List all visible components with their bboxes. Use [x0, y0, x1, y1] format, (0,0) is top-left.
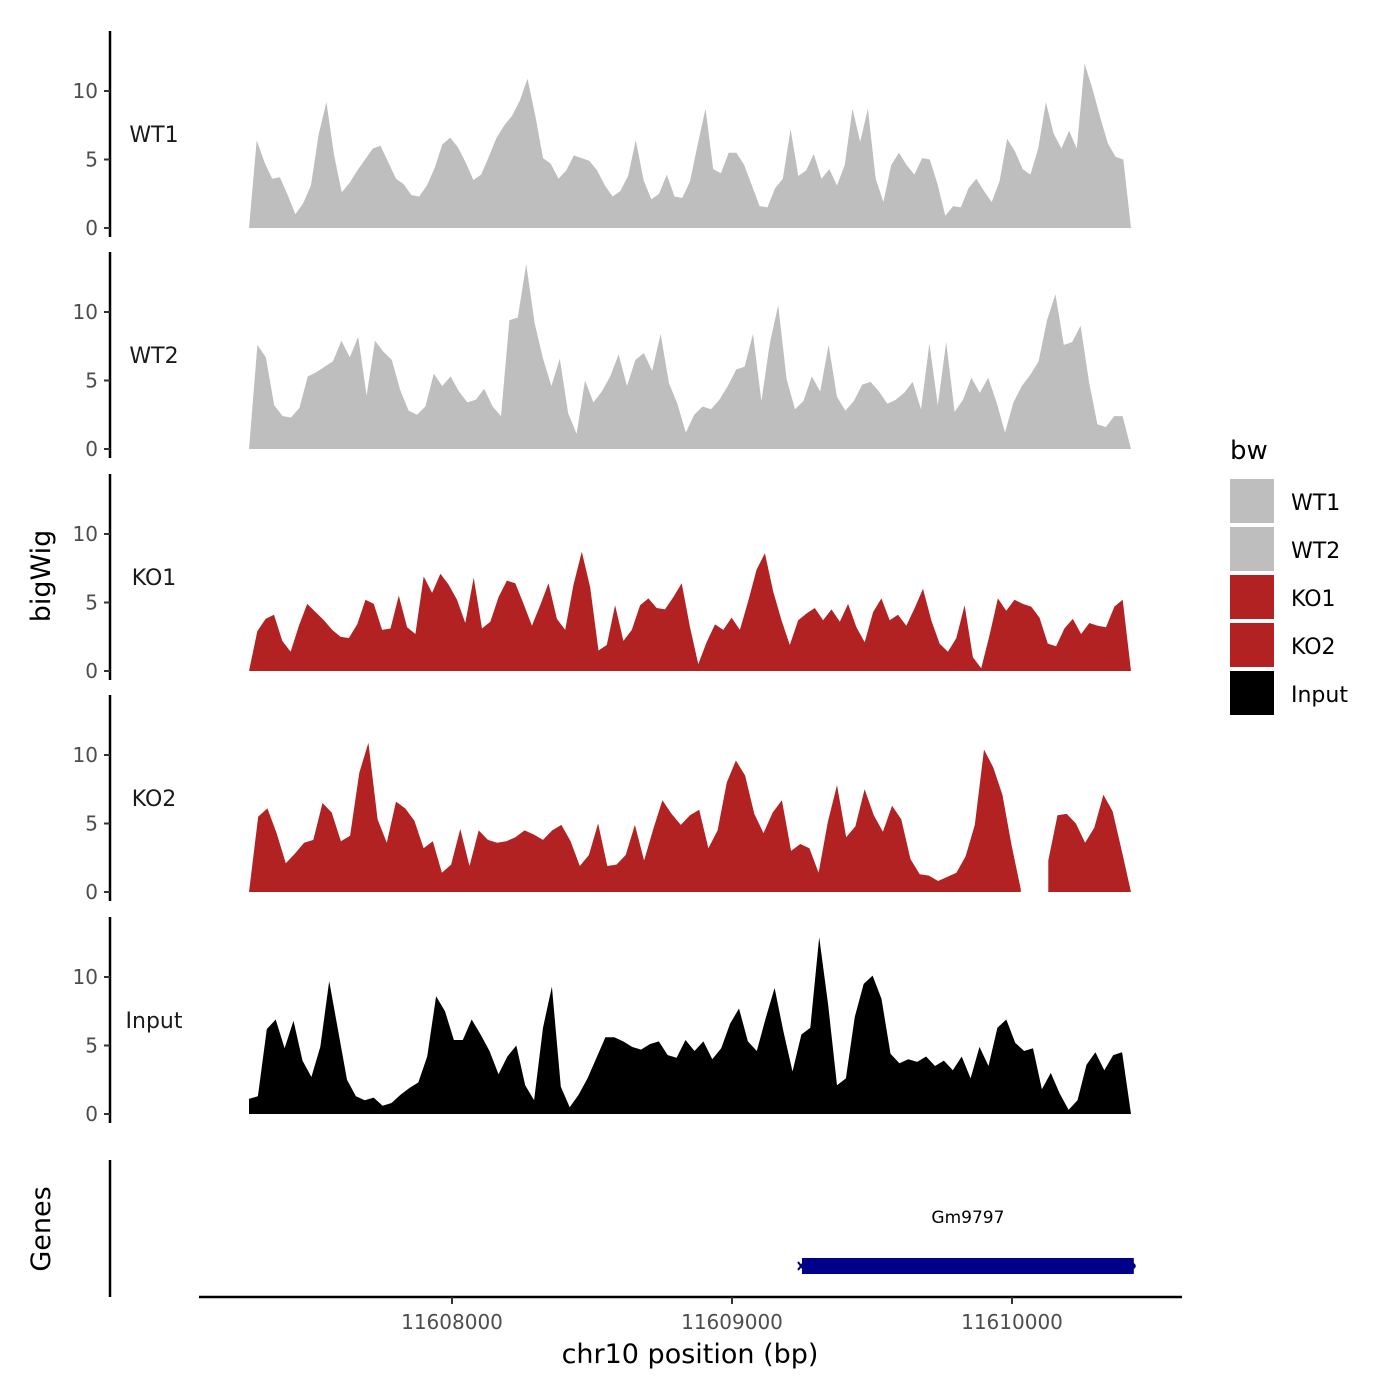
y-tick-label: 5: [85, 1034, 98, 1058]
track-label: WT2: [129, 344, 178, 369]
legend-item-ko1: KO1: [1230, 575, 1336, 619]
track-ko1: 0 5 10 KO1: [73, 474, 1131, 683]
y-axis-title: bigWig: [26, 530, 57, 623]
y-tick-label: 0: [85, 659, 98, 683]
tracks-layer: 0 5 10 WT1 0 5 10 WT2 0 5 10 KO1 0 5 10 KO2 0 5 10 Input: [73, 31, 1131, 1126]
track-ko2: 0 5 10 KO2: [73, 695, 1131, 904]
legend-label: WT2: [1291, 539, 1340, 564]
genes-track: Gm9797: [108, 1160, 1136, 1297]
coverage-area-ko2: [1048, 794, 1131, 892]
track-label: KO1: [132, 566, 177, 591]
legend-label: KO1: [1291, 587, 1336, 612]
y-tick-label: 10: [73, 79, 98, 103]
y-tick-label: 0: [85, 1102, 98, 1126]
coverage-area-input: [249, 937, 1131, 1114]
legend-swatch: [1230, 671, 1274, 715]
gene-gm9797: Gm9797: [797, 1208, 1136, 1274]
track-label: KO2: [132, 787, 177, 812]
x-axis-title: chr10 position (bp): [562, 1339, 819, 1370]
strand-arrow-icon: [797, 1261, 805, 1271]
y-tick-label: 0: [85, 880, 98, 904]
y-tick-label: 5: [85, 148, 98, 172]
track-wt2: 0 5 10 WT2: [73, 252, 1131, 461]
track-wt1: 0 5 10 WT1: [73, 31, 1131, 240]
legend-swatch: [1230, 623, 1274, 667]
y-tick-label: 0: [85, 437, 98, 461]
legend-swatch: [1230, 527, 1274, 571]
y-tick-label: 5: [85, 812, 98, 836]
legend-item-ko2: KO2: [1230, 623, 1336, 667]
y-tick-label: 10: [73, 743, 98, 767]
legend-item-wt1: WT1: [1230, 479, 1340, 523]
genes-track-title: Genes: [26, 1186, 57, 1271]
legend: bw WT1 WT2 KO1 KO2 Input: [1230, 436, 1348, 715]
coverage-area-ko2: [249, 742, 1021, 892]
track-label: WT1: [129, 123, 178, 148]
legend-label: KO2: [1291, 635, 1336, 660]
gene-end-marker: [1129, 1263, 1136, 1269]
x-tick-label: 11610000: [961, 1310, 1063, 1334]
y-tick-label: 0: [85, 216, 98, 240]
legend-item-input: Input: [1230, 671, 1348, 715]
legend-swatch: [1230, 575, 1274, 619]
y-tick-label: 5: [85, 369, 98, 393]
legend-label: WT1: [1291, 491, 1340, 516]
x-tick-label: 11609000: [681, 1310, 783, 1334]
coverage-area-wt2: [249, 264, 1131, 449]
legend-swatch: [1230, 479, 1274, 523]
y-tick-label: 10: [73, 522, 98, 546]
y-tick-label: 5: [85, 591, 98, 615]
track-input: 0 5 10 Input: [73, 917, 1131, 1126]
legend-title: bw: [1230, 436, 1268, 466]
track-label: Input: [126, 1009, 183, 1034]
x-tick-label: 11608000: [401, 1310, 503, 1334]
y-tick-label: 10: [73, 965, 98, 989]
x-axis: 11608000 11609000 11610000: [199, 1295, 1182, 1334]
gene-label: Gm9797: [931, 1208, 1004, 1228]
coverage-area-ko1: [249, 551, 1131, 671]
coverage-area-wt1: [249, 63, 1131, 228]
gene-body: [802, 1258, 1134, 1274]
y-tick-label: 10: [73, 300, 98, 324]
legend-label: Input: [1291, 683, 1348, 708]
legend-item-wt2: WT2: [1230, 527, 1340, 571]
